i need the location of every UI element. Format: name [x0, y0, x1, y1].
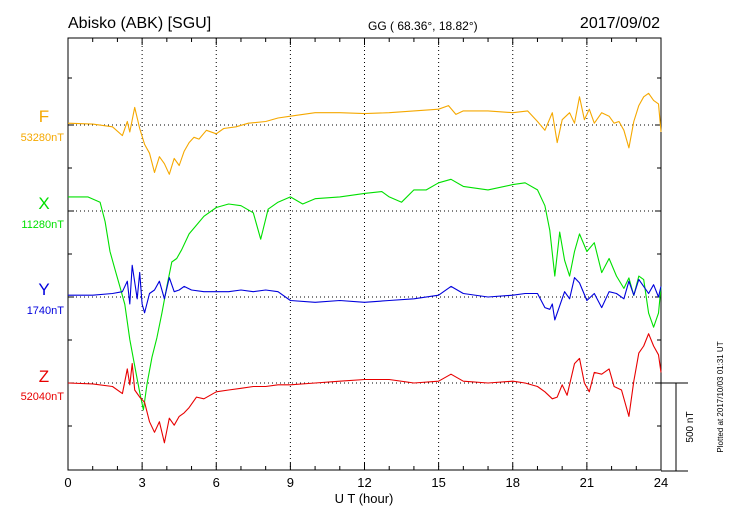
- scale-bar: 500 nT: [661, 382, 696, 472]
- station-title: Abisko (ABK) [SGU]: [68, 15, 211, 32]
- series-line-Z: [67, 333, 662, 444]
- x-tick-label-21: 21: [580, 475, 594, 490]
- vertical-gridlines: [141, 38, 588, 470]
- baselines: [68, 124, 661, 384]
- x-tick-label-24: 24: [654, 475, 668, 490]
- plotted-timestamp: Plotted at 2017/10/03 01:31 UT: [716, 341, 725, 452]
- x-tick-label-9: 9: [287, 475, 294, 490]
- series-name-F: F: [39, 107, 49, 126]
- x-tick-label-12: 12: [357, 475, 371, 490]
- series-line-F: [67, 92, 662, 175]
- series-baseline-value-X: 11280nT: [21, 219, 64, 231]
- scale-bar-label: 500 nT: [685, 411, 696, 442]
- x-tick-labels: 0 3 6 9 12 15 18 21 24: [64, 475, 668, 490]
- series-name-X: X: [38, 194, 49, 213]
- x-tick-label-0: 0: [64, 475, 71, 490]
- axis-ticks: [67, 38, 662, 470]
- series-name-Z: Z: [39, 367, 49, 386]
- series-lines: [67, 92, 662, 444]
- date-label: 2017/09/02: [580, 15, 660, 32]
- series-line-X: [68, 178, 662, 411]
- series-name-Y: Y: [38, 280, 49, 299]
- x-tick-label-15: 15: [431, 475, 445, 490]
- x-axis-label: U T (hour): [335, 491, 394, 506]
- series-line-Y: [68, 264, 662, 321]
- coordinates-label: GG ( 68.36°, 18.82°): [368, 19, 478, 33]
- series-baseline-value-Y: 1740nT: [27, 305, 65, 317]
- x-tick-label-3: 3: [139, 475, 146, 490]
- x-tick-label-6: 6: [213, 475, 220, 490]
- series-baseline-value-Z: 52040nT: [21, 391, 65, 403]
- x-tick-label-18: 18: [506, 475, 520, 490]
- series-labels: F 53280nT X 11280nT Y 1740nT Z 52040nT: [21, 107, 65, 403]
- series-baseline-value-F: 53280nT: [21, 132, 65, 144]
